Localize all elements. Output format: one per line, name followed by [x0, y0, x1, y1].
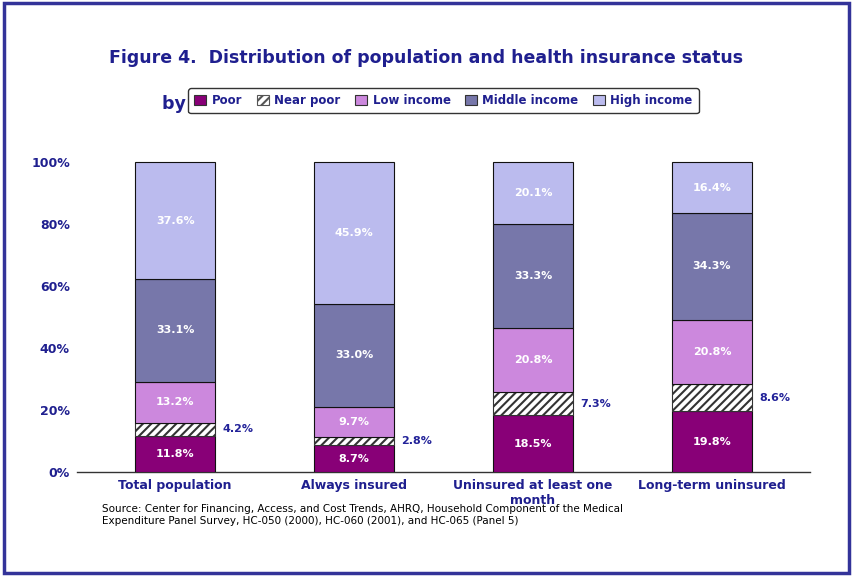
- Text: 33.1%: 33.1%: [156, 325, 194, 335]
- Text: 9.7%: 9.7%: [338, 416, 369, 427]
- Bar: [314, 162, 394, 304]
- Bar: [671, 320, 751, 384]
- Text: 20.8%: 20.8%: [692, 347, 730, 357]
- Bar: [671, 213, 751, 320]
- Text: 34.3%: 34.3%: [692, 262, 730, 271]
- Text: 20.1%: 20.1%: [513, 188, 551, 198]
- Text: 16.4%: 16.4%: [692, 183, 730, 193]
- Bar: [492, 224, 573, 328]
- Text: 45.9%: 45.9%: [334, 228, 373, 238]
- Text: 2.8%: 2.8%: [401, 436, 432, 446]
- Text: 33.3%: 33.3%: [513, 271, 551, 281]
- Bar: [314, 445, 394, 472]
- Text: 33.0%: 33.0%: [335, 350, 373, 361]
- Bar: [135, 435, 216, 472]
- Bar: [314, 437, 394, 445]
- Bar: [135, 162, 216, 279]
- Bar: [671, 162, 751, 213]
- Bar: [671, 384, 751, 411]
- Text: 4.2%: 4.2%: [222, 424, 253, 434]
- Text: 37.6%: 37.6%: [156, 215, 194, 226]
- Bar: [314, 407, 394, 437]
- Text: by poverty status, people under age 65, 2000 to 2001: by poverty status, people under age 65, …: [161, 94, 691, 113]
- Text: 11.8%: 11.8%: [156, 449, 194, 459]
- Bar: [492, 328, 573, 392]
- Bar: [314, 304, 394, 407]
- Bar: [135, 279, 216, 382]
- Text: Figure 4.  Distribution of population and health insurance status: Figure 4. Distribution of population and…: [109, 48, 743, 67]
- Bar: [492, 162, 573, 224]
- Bar: [492, 392, 573, 415]
- Text: 7.3%: 7.3%: [579, 399, 611, 408]
- Text: 19.8%: 19.8%: [692, 437, 730, 446]
- Text: 8.7%: 8.7%: [338, 454, 369, 464]
- Text: 13.2%: 13.2%: [156, 397, 194, 407]
- Text: 20.8%: 20.8%: [513, 355, 551, 365]
- Text: Source: Center for Financing, Access, and Cost Trends, AHRQ, Household Component: Source: Center for Financing, Access, an…: [102, 504, 623, 525]
- Legend: Poor, Near poor, Low income, Middle income, High income: Poor, Near poor, Low income, Middle inco…: [188, 88, 698, 113]
- Bar: [135, 423, 216, 435]
- Bar: [671, 411, 751, 472]
- Bar: [492, 415, 573, 472]
- Text: 18.5%: 18.5%: [513, 438, 551, 449]
- Bar: [135, 382, 216, 423]
- Text: 8.6%: 8.6%: [758, 392, 790, 403]
